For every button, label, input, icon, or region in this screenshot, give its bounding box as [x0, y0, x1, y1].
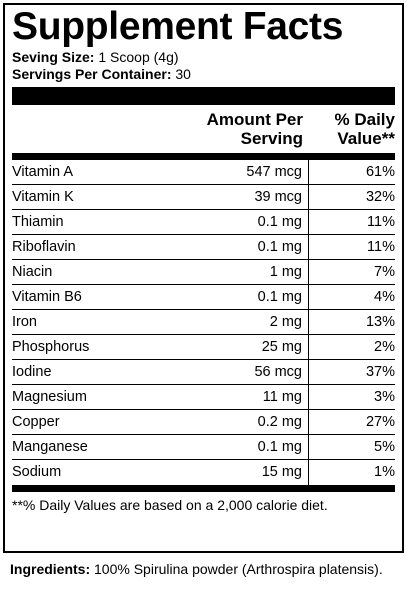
- nutrient-amount: 25 mg: [145, 335, 309, 359]
- nutrient-daily-value: 32%: [365, 189, 395, 205]
- nutrient-name: Thiamin: [12, 214, 64, 230]
- ingredients: Ingredients: 100% Spirulina powder (Arth…: [10, 560, 402, 578]
- serving-size-value: 1 Scoop (4g): [98, 49, 179, 65]
- nutrient-amount: 0.1 mg: [145, 435, 309, 459]
- nutrient-amount: 1 mg: [145, 260, 309, 284]
- table-row: Vitamin A 547 mcg 61%: [12, 160, 395, 185]
- nutrient-name: Copper: [12, 414, 60, 430]
- table-row: Magnesium 11 mg 3%: [12, 385, 395, 410]
- table-row: Manganese 0.1 mg 5%: [12, 435, 395, 460]
- nutrient-amount: 0.1 mg: [145, 285, 309, 309]
- nutrient-amount: 39 mcg: [145, 185, 309, 209]
- nutrient-amount: 11 mg: [145, 385, 309, 409]
- daily-value-header: % Daily Value**: [309, 110, 395, 153]
- table-row: Phosphorus 25 mg 2%: [12, 335, 395, 360]
- table-row: Riboflavin 0.1 mg 11%: [12, 235, 395, 260]
- table-row: Vitamin K 39 mcg 32%: [12, 185, 395, 210]
- table-row: Copper 0.2 mg 27%: [12, 410, 395, 435]
- servings-per-container-label: Servings Per Container:: [12, 66, 172, 82]
- nutrient-name: Phosphorus: [12, 339, 90, 355]
- table-row: Iodine 56 mcg 37%: [12, 360, 395, 385]
- dv-header-line1: % Daily: [334, 110, 395, 129]
- footer-divider: [12, 485, 395, 492]
- nutrient-daily-value: 11%: [367, 214, 395, 230]
- serving-size-label: Seving Size:: [12, 49, 95, 65]
- nutrient-name: Iron: [12, 314, 37, 330]
- nutrient-name: Iodine: [12, 364, 52, 380]
- ingredients-text: 100% Spirulina powder (Arthrospira plate…: [94, 561, 383, 577]
- table-row: Thiamin 0.1 mg 11%: [12, 210, 395, 235]
- panel-title: Supplement Facts: [12, 5, 344, 48]
- nutrient-name: Manganese: [12, 439, 88, 455]
- nutrient-daily-value: 5%: [374, 439, 395, 455]
- nutrient-daily-value: 27%: [365, 414, 395, 430]
- nutrient-name: Niacin: [12, 264, 53, 280]
- header-divider: [12, 153, 395, 160]
- nutrient-daily-value: 3%: [374, 389, 395, 405]
- nutrient-name: Vitamin B6: [12, 289, 82, 305]
- amount-per-serving-header: Amount Per Serving: [179, 110, 309, 153]
- ingredients-label: Ingredients:: [10, 561, 91, 577]
- amount-header-line1: Amount Per: [206, 110, 303, 129]
- column-headers: Amount Per Serving % Daily Value**: [12, 105, 395, 153]
- nutrient-name: Magnesium: [12, 389, 87, 405]
- table-row: Sodium 15 mg 1%: [12, 460, 395, 485]
- nutrient-amount: 0.1 mg: [145, 235, 309, 259]
- nutrient-daily-value: 37%: [365, 364, 395, 380]
- nutrient-table: Vitamin A 547 mcg 61% Vitamin K 39 mcg 32% Thi…: [12, 160, 395, 485]
- nutrient-daily-value: 7%: [374, 264, 395, 280]
- table-row: Vitamin B6 0.1 mg 4%: [12, 285, 395, 310]
- nutrient-daily-value: 61%: [365, 164, 395, 180]
- nutrient-amount: 56 mcg: [145, 360, 309, 384]
- nutrient-amount: 15 mg: [145, 460, 309, 485]
- table-row: Iron 2 mg 13%: [12, 310, 395, 335]
- table-row: Niacin 1 mg 7%: [12, 260, 395, 285]
- nutrient-daily-value: 1%: [374, 464, 395, 480]
- serving-size: Seving Size: 1 Scoop (4g): [12, 49, 395, 66]
- daily-value-footnote: **% Daily Values are based on a 2,000 ca…: [12, 497, 328, 513]
- nutrient-amount: 547 mcg: [145, 160, 309, 184]
- thick-divider: [12, 87, 395, 105]
- nutrient-daily-value: 2%: [374, 339, 395, 355]
- amount-header-line2: Serving: [240, 129, 303, 148]
- nutrient-daily-value: 13%: [365, 314, 395, 330]
- nutrient-amount: 0.2 mg: [145, 410, 309, 434]
- nutrient-daily-value: 4%: [374, 289, 395, 305]
- servings-per-container-value: 30: [175, 66, 191, 82]
- servings-per-container: Servings Per Container: 30: [12, 66, 395, 83]
- dv-header-line2: Value**: [337, 129, 395, 148]
- nutrient-name: Sodium: [12, 464, 62, 480]
- nutrient-name: Vitamin K: [12, 189, 74, 205]
- nutrient-name: Riboflavin: [12, 239, 76, 255]
- nutrient-amount: 2 mg: [145, 310, 309, 334]
- nutrient-amount: 0.1 mg: [145, 210, 309, 234]
- nutrient-name: Vitamin A: [12, 164, 73, 180]
- supplement-facts-panel: Supplement Facts Seving Size: 1 Scoop (4…: [3, 3, 404, 553]
- nutrient-daily-value: 11%: [367, 239, 395, 255]
